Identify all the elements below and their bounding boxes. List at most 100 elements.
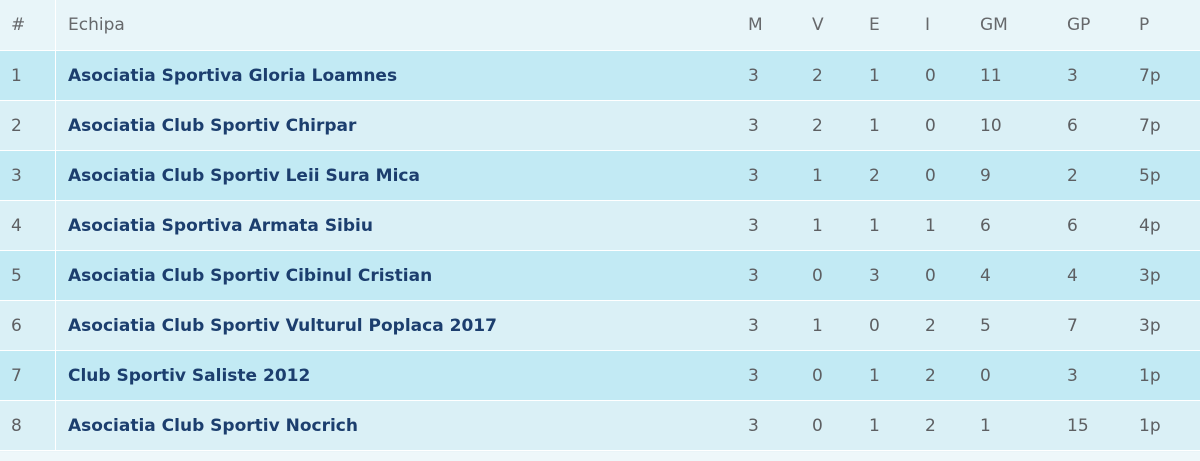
table-row: 8 Asociatia Club Sportiv Nocrich 3 0 1 2… — [0, 401, 1200, 451]
team-name-link[interactable]: Asociatia Club Sportiv Nocrich — [68, 415, 358, 436]
draws-cell: 2 — [869, 165, 880, 186]
goals-for-cell: 10 — [980, 115, 1002, 136]
matches-cell: 3 — [748, 165, 759, 186]
matches-cell: 3 — [748, 65, 759, 86]
team-cell: Asociatia Club Sportiv Vulturul Poplaca … — [56, 301, 738, 350]
team-cell: Asociatia Sportiva Armata Sibiu — [56, 201, 738, 250]
team-name-link[interactable]: Asociatia Club Sportiv Chirpar — [68, 115, 357, 136]
team-name-link[interactable]: Asociatia Club Sportiv Leii Sura Mica — [68, 165, 420, 186]
goals-for-cell: 5 — [980, 315, 991, 336]
goals-against-cell: 7 — [1067, 315, 1078, 336]
draws-cell: 1 — [869, 415, 880, 436]
points-cell: 7p — [1139, 65, 1161, 86]
header-draws[interactable]: E — [869, 15, 880, 35]
table-row: 3 Asociatia Club Sportiv Leii Sura Mica … — [0, 151, 1200, 201]
table-row: 7 Club Sportiv Saliste 2012 3 0 1 2 0 3 … — [0, 351, 1200, 401]
points-cell: 5p — [1139, 165, 1161, 186]
losses-cell: 2 — [925, 415, 936, 436]
team-name-link[interactable]: Club Sportiv Saliste 2012 — [68, 365, 311, 386]
goals-against-cell: 2 — [1067, 165, 1078, 186]
rank-cell: 6 — [0, 301, 56, 350]
rank-cell: 7 — [0, 351, 56, 400]
points-cell: 1p — [1139, 415, 1161, 436]
wins-cell: 1 — [812, 315, 823, 336]
goals-for-cell: 9 — [980, 165, 991, 186]
losses-cell: 0 — [925, 165, 936, 186]
points-cell: 4p — [1139, 215, 1161, 236]
draws-cell: 3 — [869, 265, 880, 286]
rank-cell: 8 — [0, 401, 56, 450]
team-cell: Club Sportiv Saliste 2012 — [56, 351, 738, 400]
matches-cell: 3 — [748, 115, 759, 136]
matches-cell: 3 — [748, 315, 759, 336]
rank-cell: 2 — [0, 101, 56, 150]
header-wins[interactable]: V — [812, 15, 824, 35]
goals-for-cell: 1 — [980, 415, 991, 436]
points-cell: 3p — [1139, 315, 1161, 336]
matches-cell: 3 — [748, 215, 759, 236]
wins-cell: 1 — [812, 215, 823, 236]
goals-for-cell: 11 — [980, 65, 1002, 86]
header-matches[interactable]: M — [748, 15, 763, 35]
goals-against-cell: 4 — [1067, 265, 1078, 286]
header-rank[interactable]: # — [0, 0, 56, 50]
wins-cell: 1 — [812, 165, 823, 186]
points-cell: 3p — [1139, 265, 1161, 286]
table-row: 6 Asociatia Club Sportiv Vulturul Poplac… — [0, 301, 1200, 351]
matches-cell: 3 — [748, 415, 759, 436]
draws-cell: 0 — [869, 315, 880, 336]
wins-cell: 2 — [812, 115, 823, 136]
goals-against-cell: 3 — [1067, 365, 1078, 386]
table-header-row: # Echipa M V E I GM GP P — [0, 0, 1200, 51]
wins-cell: 0 — [812, 365, 823, 386]
losses-cell: 2 — [925, 315, 936, 336]
team-cell: Asociatia Club Sportiv Cibinul Cristian — [56, 251, 738, 300]
draws-cell: 1 — [869, 65, 880, 86]
wins-cell: 0 — [812, 415, 823, 436]
goals-against-cell: 15 — [1067, 415, 1089, 436]
matches-cell: 3 — [748, 365, 759, 386]
losses-cell: 2 — [925, 365, 936, 386]
team-cell: Asociatia Club Sportiv Nocrich — [56, 401, 738, 450]
losses-cell: 1 — [925, 215, 936, 236]
wins-cell: 0 — [812, 265, 823, 286]
goals-for-cell: 4 — [980, 265, 991, 286]
points-cell: 7p — [1139, 115, 1161, 136]
team-cell: Asociatia Club Sportiv Chirpar — [56, 101, 738, 150]
header-points[interactable]: P — [1139, 15, 1150, 35]
team-cell: Asociatia Club Sportiv Leii Sura Mica — [56, 151, 738, 200]
team-name-link[interactable]: Asociatia Club Sportiv Cibinul Cristian — [68, 265, 433, 286]
table-row: 1 Asociatia Sportiva Gloria Loamnes 3 2 … — [0, 51, 1200, 101]
goals-for-cell: 6 — [980, 215, 991, 236]
losses-cell: 0 — [925, 265, 936, 286]
header-losses[interactable]: I — [925, 15, 931, 35]
losses-cell: 0 — [925, 65, 936, 86]
draws-cell: 1 — [869, 365, 880, 386]
losses-cell: 0 — [925, 115, 936, 136]
goals-against-cell: 6 — [1067, 215, 1078, 236]
header-goals-against[interactable]: GP — [1067, 15, 1091, 35]
header-goals-for[interactable]: GM — [980, 15, 1008, 35]
rank-cell: 1 — [0, 51, 56, 100]
goals-for-cell: 0 — [980, 365, 991, 386]
matches-cell: 3 — [748, 265, 759, 286]
team-name-link[interactable]: Asociatia Sportiva Gloria Loamnes — [68, 65, 398, 86]
rank-cell: 3 — [0, 151, 56, 200]
team-name-link[interactable]: Asociatia Club Sportiv Vulturul Poplaca … — [68, 315, 497, 336]
team-cell: Asociatia Sportiva Gloria Loamnes — [56, 51, 738, 100]
table-row: 2 Asociatia Club Sportiv Chirpar 3 2 1 0… — [0, 101, 1200, 151]
header-team[interactable]: Echipa — [68, 15, 125, 35]
rank-cell: 4 — [0, 201, 56, 250]
team-name-link[interactable]: Asociatia Sportiva Armata Sibiu — [68, 215, 373, 236]
goals-against-cell: 3 — [1067, 65, 1078, 86]
draws-cell: 1 — [869, 115, 880, 136]
table-row: 4 Asociatia Sportiva Armata Sibiu 3 1 1 … — [0, 201, 1200, 251]
points-cell: 1p — [1139, 365, 1161, 386]
draws-cell: 1 — [869, 215, 880, 236]
table-row: 5 Asociatia Club Sportiv Cibinul Cristia… — [0, 251, 1200, 301]
rank-cell: 5 — [0, 251, 56, 300]
goals-against-cell: 6 — [1067, 115, 1078, 136]
table-bottom-edge — [0, 452, 1200, 461]
wins-cell: 2 — [812, 65, 823, 86]
